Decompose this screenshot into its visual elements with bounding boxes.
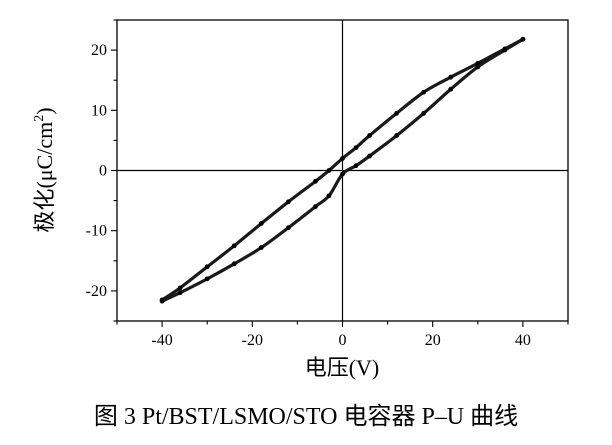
y-tick-label: -20 — [86, 283, 107, 300]
data-point-upper — [353, 145, 359, 151]
data-point-upper — [326, 168, 332, 173]
data-point-upper — [367, 133, 372, 138]
data-point-lower — [326, 193, 332, 199]
data-point-lower — [502, 47, 508, 53]
data-point-lower — [159, 298, 165, 304]
hysteresis-loop — [159, 36, 526, 304]
data-point-upper — [258, 221, 264, 226]
y-axis-title-main: 极化(μC/cm — [32, 122, 57, 233]
data-point-lower — [520, 36, 526, 42]
data-point-lower — [421, 110, 427, 116]
data-point-upper — [204, 264, 210, 270]
y-axis-ticks: -20 -10 0 10 20 — [86, 19, 117, 322]
x-axis-ticks: -40 -20 0 20 40 — [116, 321, 569, 349]
data-point-lower — [258, 245, 264, 250]
data-point-upper — [285, 199, 291, 205]
y-tick-label: 20 — [91, 42, 107, 59]
data-point-lower — [313, 204, 318, 210]
data-point-lower — [285, 225, 291, 231]
x-axis-title: 电压(V) — [305, 355, 380, 380]
y-tick-label: -10 — [86, 223, 107, 240]
data-point-lower — [204, 276, 210, 282]
data-point-upper — [421, 89, 427, 95]
y-tick-label: 10 — [91, 102, 107, 119]
data-point-upper — [394, 110, 400, 116]
x-tick-label: -20 — [242, 332, 263, 349]
data-point-lower — [394, 133, 400, 138]
y-axis-title-close: ) — [32, 107, 57, 114]
data-point-lower — [340, 171, 345, 177]
x-tick-label: 40 — [515, 332, 531, 349]
data-point-upper — [313, 178, 318, 184]
data-point-upper — [231, 243, 237, 249]
data-point-lower — [353, 163, 359, 169]
data-point-lower — [231, 261, 237, 267]
data-point-upper — [340, 156, 345, 161]
y-tick-label: 0 — [99, 163, 107, 180]
y-axis-title-sup: 2 — [32, 115, 47, 122]
data-point-lower — [177, 290, 183, 296]
figure-caption: 图 3 Pt/BST/LSMO/STO 电容器 P–U 曲线 — [94, 403, 518, 430]
x-tick-label: -40 — [151, 332, 172, 349]
data-point-upper — [448, 74, 454, 80]
data-point-lower — [475, 64, 481, 70]
x-tick-label: 0 — [339, 332, 347, 349]
x-tick-label: 20 — [425, 332, 441, 349]
data-point-upper — [177, 285, 183, 291]
y-axis-title: 极化(μC/cm2) — [32, 107, 57, 232]
data-point-lower — [448, 86, 454, 92]
data-point-lower — [367, 153, 372, 159]
